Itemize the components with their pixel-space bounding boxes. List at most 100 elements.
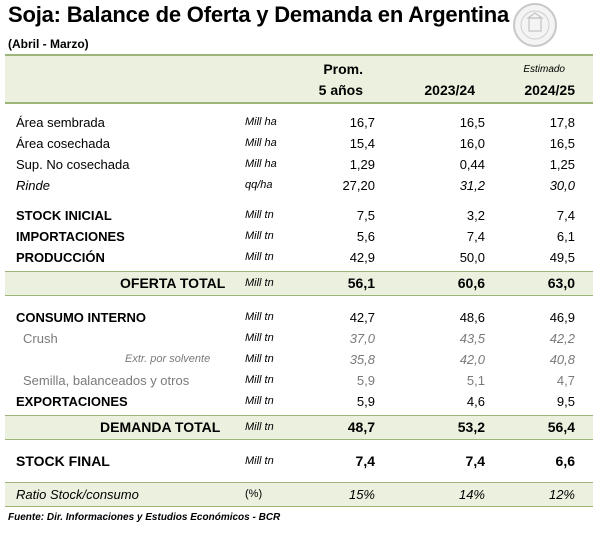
value-2023-24: 53,2 xyxy=(457,419,485,435)
bcr-seal-logo xyxy=(513,3,557,47)
row-unit: Mill tn xyxy=(245,374,274,386)
value-prom: 42,9 xyxy=(349,250,375,265)
value-2024-25: 9,5 xyxy=(556,394,575,409)
ratio-row: Ratio Stock/consumo (%) 15% 14% 12% xyxy=(5,482,593,507)
row-unit: Mill ha xyxy=(245,158,277,170)
value-2024-25: 63,0 xyxy=(547,275,575,291)
row-unit: Mill tn xyxy=(245,395,274,407)
value-prom: 15,4 xyxy=(349,136,375,151)
total-row-oferta: OFERTA TOTAL Mill tn 56,1 60,6 63,0 xyxy=(5,271,593,296)
value-2023-24: 42,0 xyxy=(459,352,485,367)
row-label: Semilla, balanceados y otros xyxy=(23,373,190,388)
row-label: PRODUCCIÓN xyxy=(16,250,105,265)
table-row: EXPORTACIONES Mill tn 5,9 4,6 9,5 xyxy=(5,391,593,412)
table-row: PRODUCCIÓN Mill tn 42,9 50,0 49,5 xyxy=(5,247,593,268)
value-prom: 16,7 xyxy=(349,115,375,130)
table-header: Prom. 5 años 2023/24 Estimado 2024/25 xyxy=(5,54,593,104)
value-2024-25: 12% xyxy=(548,487,575,502)
value-prom: 42,7 xyxy=(349,310,375,325)
row-unit: Mill tn xyxy=(245,311,274,323)
row-label: Sup. No cosechada xyxy=(16,157,130,172)
value-2024-25: 16,5 xyxy=(549,136,575,151)
total-row-demanda: DEMANDA TOTAL Mill tn 48,7 53,2 56,4 xyxy=(5,415,593,440)
value-2024-25: 56,4 xyxy=(547,419,575,435)
row-unit: Mill tn xyxy=(245,421,274,433)
page-title: Soja: Balance de Oferta y Demanda en Arg… xyxy=(8,2,510,27)
value-2023-24: 31,2 xyxy=(459,178,485,193)
row-unit: Mill tn xyxy=(245,277,274,289)
row-label: STOCK FINAL xyxy=(16,453,110,469)
header-estimado: Estimado xyxy=(523,64,565,75)
value-prom: 5,6 xyxy=(356,229,375,244)
value-2023-24: 4,6 xyxy=(466,394,485,409)
value-2023-24: 0,44 xyxy=(459,157,485,172)
value-2023-24: 7,4 xyxy=(466,229,485,244)
table-row: Rinde qq/ha 27,20 31,2 30,0 xyxy=(5,175,593,196)
value-prom: 7,4 xyxy=(355,453,375,469)
row-label: Crush xyxy=(23,331,58,346)
value-2024-25: 30,0 xyxy=(549,178,575,193)
row-label: OFERTA TOTAL xyxy=(120,275,226,291)
value-2023-24: 7,4 xyxy=(465,453,485,469)
stock-final-row: STOCK FINAL Mill tn 7,4 7,4 6,6 xyxy=(5,448,593,474)
row-unit: Mill tn xyxy=(245,209,274,221)
value-prom: 5,9 xyxy=(356,394,375,409)
row-label: DEMANDA TOTAL xyxy=(100,419,221,435)
row-unit: qq/ha xyxy=(245,179,273,191)
value-prom: 35,8 xyxy=(349,352,375,367)
value-prom: 48,7 xyxy=(347,419,375,435)
table-row: Área cosechada Mill ha 15,4 16,0 16,5 xyxy=(5,133,593,154)
value-2023-24: 3,2 xyxy=(466,208,485,223)
value-2024-25: 7,4 xyxy=(556,208,575,223)
row-unit: Mill ha xyxy=(245,116,277,128)
row-label: Área sembrada xyxy=(16,115,105,130)
source-note: Fuente: Dir. Informaciones y Estudios Ec… xyxy=(8,512,281,523)
row-label: EXPORTACIONES xyxy=(16,394,128,409)
table-row: Crush Mill tn 37,0 43,5 42,2 xyxy=(5,328,593,349)
value-2024-25: 40,8 xyxy=(549,352,575,367)
row-label: STOCK INICIAL xyxy=(16,208,112,223)
value-2023-24: 5,1 xyxy=(466,373,485,388)
value-2024-25: 1,25 xyxy=(549,157,575,172)
row-unit: Mill tn xyxy=(245,353,274,365)
row-unit: (%) xyxy=(245,488,263,500)
row-label: Extr. por solvente xyxy=(125,353,211,365)
value-prom: 1,29 xyxy=(349,157,375,172)
value-prom: 56,1 xyxy=(347,275,375,291)
value-2024-25: 49,5 xyxy=(549,250,575,265)
value-prom: 27,20 xyxy=(342,178,375,193)
value-prom: 37,0 xyxy=(349,331,375,346)
table-row: STOCK INICIAL Mill tn 7,5 3,2 7,4 xyxy=(5,205,593,226)
table-row: CONSUMO INTERNO Mill tn 42,7 48,6 46,9 xyxy=(5,307,593,328)
value-2023-24: 60,6 xyxy=(457,275,485,291)
value-2023-24: 50,0 xyxy=(459,250,485,265)
value-prom: 5,9 xyxy=(356,373,375,388)
table-row: Semilla, balanceados y otros Mill tn 5,9… xyxy=(5,370,593,391)
table-row: IMPORTACIONES Mill tn 5,6 7,4 6,1 xyxy=(5,226,593,247)
page-subtitle: (Abril - Marzo) xyxy=(8,37,89,51)
row-unit: Mill tn xyxy=(245,455,274,467)
value-prom: 15% xyxy=(348,487,375,502)
value-2023-24: 16,5 xyxy=(459,115,485,130)
row-unit: Mill tn xyxy=(245,251,274,263)
header-2023-24: 2023/24 xyxy=(424,82,475,98)
row-unit: Mill tn xyxy=(245,332,274,344)
row-unit: Mill ha xyxy=(245,137,277,149)
row-label: Área cosechada xyxy=(16,136,110,151)
row-label: Ratio Stock/consumo xyxy=(16,487,139,502)
value-2024-25: 42,2 xyxy=(549,331,575,346)
value-2023-24: 14% xyxy=(458,487,485,502)
value-2023-24: 43,5 xyxy=(459,331,485,346)
value-2024-25: 17,8 xyxy=(549,115,575,130)
value-2023-24: 48,6 xyxy=(459,310,485,325)
table-row: Extr. por solvente Mill tn 35,8 42,0 40,… xyxy=(5,349,593,370)
row-label: CONSUMO INTERNO xyxy=(16,310,146,325)
row-label: Rinde xyxy=(16,178,50,193)
value-2024-25: 6,6 xyxy=(555,453,575,469)
value-2024-25: 46,9 xyxy=(549,310,575,325)
header-5-anos: 5 años xyxy=(318,82,363,98)
value-2024-25: 4,7 xyxy=(556,373,575,388)
value-2024-25: 6,1 xyxy=(556,229,575,244)
header-2024-25: 2024/25 xyxy=(524,82,575,98)
row-label: IMPORTACIONES xyxy=(16,229,125,244)
